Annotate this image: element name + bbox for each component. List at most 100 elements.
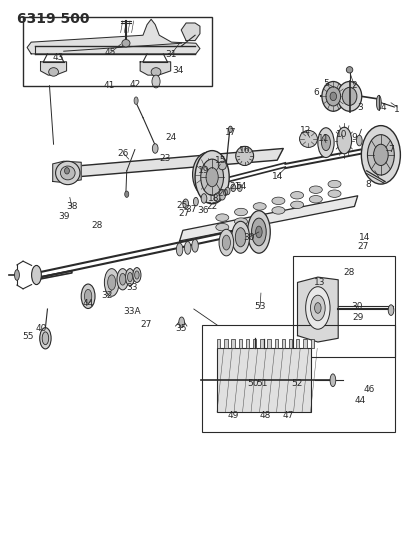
Text: 22: 22	[206, 203, 218, 212]
Text: 4: 4	[380, 102, 386, 111]
Text: 26: 26	[118, 149, 129, 158]
Ellipse shape	[222, 235, 231, 250]
Ellipse shape	[256, 226, 262, 238]
Text: 55: 55	[22, 332, 34, 341]
Text: 17: 17	[225, 128, 236, 137]
Ellipse shape	[235, 218, 248, 225]
Ellipse shape	[184, 241, 191, 254]
Text: 9: 9	[352, 133, 357, 142]
Text: 37: 37	[185, 205, 197, 214]
Text: 29: 29	[353, 313, 364, 322]
Ellipse shape	[216, 214, 229, 221]
Ellipse shape	[377, 95, 381, 110]
Ellipse shape	[117, 269, 129, 290]
Ellipse shape	[315, 303, 321, 313]
Text: 7: 7	[388, 145, 394, 154]
Text: 23: 23	[160, 154, 171, 163]
Text: 47: 47	[282, 411, 293, 420]
Polygon shape	[27, 19, 200, 54]
Ellipse shape	[152, 144, 158, 154]
Ellipse shape	[126, 269, 135, 286]
Text: 5: 5	[323, 78, 329, 87]
Bar	[275, 339, 278, 349]
Ellipse shape	[235, 228, 246, 247]
Ellipse shape	[81, 284, 95, 309]
Text: 20: 20	[217, 189, 229, 198]
Ellipse shape	[272, 207, 285, 214]
Text: 43: 43	[53, 53, 64, 62]
Ellipse shape	[201, 159, 224, 195]
Text: 33: 33	[126, 283, 137, 292]
Text: 32: 32	[102, 291, 113, 300]
Ellipse shape	[328, 190, 341, 197]
Ellipse shape	[201, 193, 207, 203]
Text: 14: 14	[271, 172, 283, 181]
Ellipse shape	[253, 203, 266, 210]
Ellipse shape	[31, 265, 41, 285]
Ellipse shape	[120, 273, 126, 285]
Ellipse shape	[15, 270, 20, 280]
Ellipse shape	[151, 68, 161, 76]
Text: 46: 46	[364, 385, 375, 394]
Ellipse shape	[374, 144, 388, 165]
Ellipse shape	[152, 75, 160, 88]
Ellipse shape	[357, 135, 362, 146]
Text: 54: 54	[235, 182, 246, 191]
Text: 13: 13	[314, 278, 326, 287]
Ellipse shape	[60, 166, 75, 180]
Ellipse shape	[193, 152, 224, 197]
Ellipse shape	[228, 126, 233, 133]
Text: 6319 500: 6319 500	[17, 12, 89, 27]
Text: 35: 35	[175, 324, 186, 333]
Ellipse shape	[216, 223, 229, 231]
Text: 34: 34	[172, 67, 183, 75]
Text: 28: 28	[92, 221, 103, 230]
Ellipse shape	[368, 135, 394, 175]
Ellipse shape	[388, 305, 394, 316]
Polygon shape	[140, 62, 171, 75]
Ellipse shape	[134, 97, 138, 104]
Text: 39: 39	[58, 212, 69, 221]
Text: 27: 27	[179, 209, 190, 218]
Text: 53: 53	[254, 302, 266, 311]
Ellipse shape	[133, 268, 141, 282]
Ellipse shape	[128, 272, 133, 282]
Ellipse shape	[40, 328, 51, 349]
Ellipse shape	[176, 243, 183, 256]
Text: 16: 16	[239, 146, 251, 155]
Ellipse shape	[104, 269, 119, 296]
Ellipse shape	[299, 131, 317, 148]
Bar	[289, 339, 292, 349]
Text: 1: 1	[394, 105, 400, 114]
Text: 52: 52	[291, 379, 302, 388]
Ellipse shape	[122, 39, 130, 47]
Polygon shape	[53, 149, 283, 179]
Text: 12: 12	[300, 126, 311, 135]
Ellipse shape	[330, 374, 336, 386]
Text: 2: 2	[352, 81, 357, 90]
Polygon shape	[40, 62, 67, 75]
Text: 31: 31	[165, 51, 176, 59]
Ellipse shape	[328, 180, 341, 188]
Ellipse shape	[179, 317, 184, 328]
Ellipse shape	[237, 184, 242, 191]
Text: 38: 38	[66, 202, 78, 211]
Ellipse shape	[337, 82, 362, 111]
Text: 28: 28	[344, 269, 355, 277]
Ellipse shape	[49, 68, 58, 76]
Bar	[260, 339, 264, 349]
Ellipse shape	[193, 197, 198, 206]
Ellipse shape	[306, 287, 330, 329]
Ellipse shape	[290, 191, 304, 199]
Bar	[267, 339, 271, 349]
Ellipse shape	[318, 128, 334, 158]
Ellipse shape	[309, 196, 322, 203]
Polygon shape	[180, 196, 358, 241]
Text: 50: 50	[247, 379, 259, 388]
Bar	[202, 325, 395, 432]
Ellipse shape	[272, 197, 285, 205]
Ellipse shape	[290, 201, 304, 208]
Ellipse shape	[206, 167, 218, 187]
Ellipse shape	[337, 127, 352, 154]
Text: 30: 30	[243, 233, 255, 242]
